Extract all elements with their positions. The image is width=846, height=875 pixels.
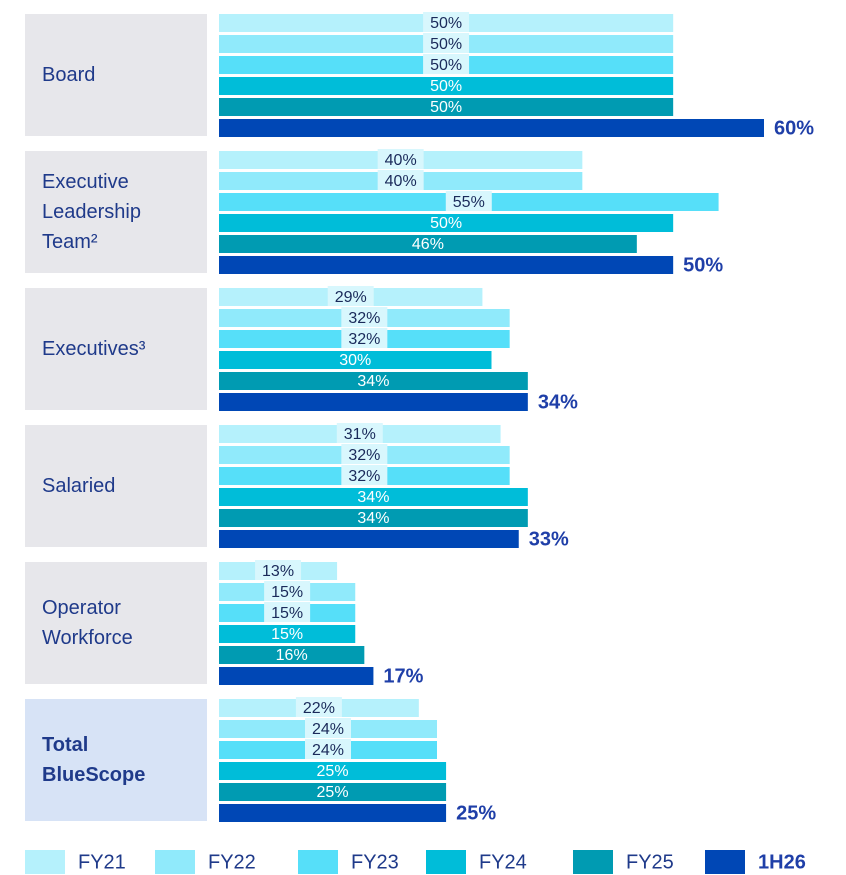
- value-label: 40%: [385, 173, 417, 190]
- category-text: Executive Leadership Team²: [42, 171, 141, 253]
- value-label: 15%: [271, 584, 303, 601]
- legend-label: FY22: [208, 851, 256, 873]
- legend-label: 1H26: [758, 851, 806, 873]
- bar: [219, 393, 528, 411]
- value-label: 34%: [538, 391, 578, 413]
- value-label: 33%: [529, 528, 569, 550]
- label-bg: [264, 581, 311, 601]
- value-label: 50%: [430, 78, 462, 95]
- bar: [219, 256, 674, 274]
- value-label: 32%: [348, 468, 380, 485]
- category-text: Operator Workforce: [42, 597, 133, 649]
- value-label: 30%: [339, 352, 371, 369]
- label-bg: [423, 33, 470, 53]
- category-text: Board: [42, 64, 96, 86]
- category-label: Salaried: [25, 425, 207, 547]
- bar: [219, 509, 528, 527]
- legend-swatch: [155, 850, 195, 874]
- value-label: 15%: [271, 605, 303, 622]
- category-label: Board: [25, 14, 207, 136]
- label-bg: [377, 170, 424, 190]
- value-label: 50%: [430, 36, 462, 53]
- value-label: 60%: [774, 117, 814, 139]
- category-text: Executives³: [42, 338, 146, 360]
- legend-label: FY24: [479, 851, 527, 873]
- label-bg: [264, 602, 311, 622]
- label-bg: [327, 286, 374, 306]
- category-label: Operator Workforce: [25, 562, 207, 684]
- value-label: 17%: [383, 665, 423, 687]
- value-label: 34%: [357, 489, 389, 506]
- value-label: 40%: [385, 152, 417, 169]
- bar: [219, 530, 519, 548]
- label-bg: [295, 697, 342, 717]
- label-bg: [341, 307, 388, 327]
- bar: [219, 488, 528, 506]
- value-label: 15%: [271, 626, 303, 643]
- bar: [219, 783, 447, 801]
- category-label: Executive Leadership Team²: [25, 151, 207, 273]
- category-label: Executives³: [25, 288, 207, 410]
- label-bg: [341, 465, 388, 485]
- value-label: 24%: [312, 742, 344, 759]
- category-label: Total BlueScope: [25, 699, 207, 821]
- value-label: 32%: [348, 447, 380, 464]
- bar: [219, 77, 674, 95]
- label-bg: [255, 560, 302, 580]
- category-text: Salaried: [42, 475, 116, 497]
- label-bg: [377, 149, 424, 169]
- bar: [219, 646, 365, 664]
- bar: [219, 214, 674, 232]
- value-label: 50%: [430, 99, 462, 116]
- value-label: 24%: [312, 721, 344, 738]
- bar: [219, 372, 528, 390]
- bar: [219, 762, 447, 780]
- label-bg: [423, 12, 470, 32]
- value-label: 29%: [335, 289, 367, 306]
- value-label: 22%: [303, 700, 335, 717]
- label-bg: [305, 739, 351, 759]
- bar: [219, 119, 764, 137]
- legend-label: FY23: [351, 851, 399, 873]
- value-label: 34%: [357, 510, 389, 527]
- label-bg: [423, 54, 470, 74]
- bar: [219, 625, 356, 643]
- value-label: 50%: [683, 254, 723, 276]
- bar: [219, 235, 637, 253]
- value-label: 31%: [344, 426, 376, 443]
- value-label: 50%: [430, 15, 462, 32]
- value-label: 34%: [357, 373, 389, 390]
- value-label: 55%: [453, 194, 485, 211]
- bar: [219, 351, 492, 369]
- value-label: 25%: [317, 763, 349, 780]
- value-label: 16%: [276, 647, 308, 664]
- category-text: Total BlueScope: [42, 734, 146, 786]
- legend-swatch: [573, 850, 613, 874]
- value-label: 50%: [430, 57, 462, 74]
- value-label: 25%: [456, 802, 496, 824]
- value-label: 32%: [348, 310, 380, 327]
- legend-swatch: [25, 850, 65, 874]
- label-bg: [341, 444, 388, 464]
- value-label: 25%: [317, 784, 349, 801]
- bar: [219, 98, 674, 116]
- label-bg: [341, 328, 388, 348]
- value-label: 50%: [430, 215, 462, 232]
- legend-label: FY21: [78, 851, 126, 873]
- value-label: 32%: [348, 331, 380, 348]
- legend-swatch: [426, 850, 466, 874]
- label-bg: [336, 423, 383, 443]
- legend-label: FY25: [626, 851, 674, 873]
- value-label: 13%: [262, 563, 294, 580]
- label-bg: [445, 191, 492, 211]
- legend-swatch: [705, 850, 745, 874]
- label-bg: [305, 718, 351, 738]
- value-label: 46%: [412, 236, 444, 253]
- bar: [219, 667, 374, 685]
- bar: [219, 804, 447, 822]
- legend-swatch: [298, 850, 338, 874]
